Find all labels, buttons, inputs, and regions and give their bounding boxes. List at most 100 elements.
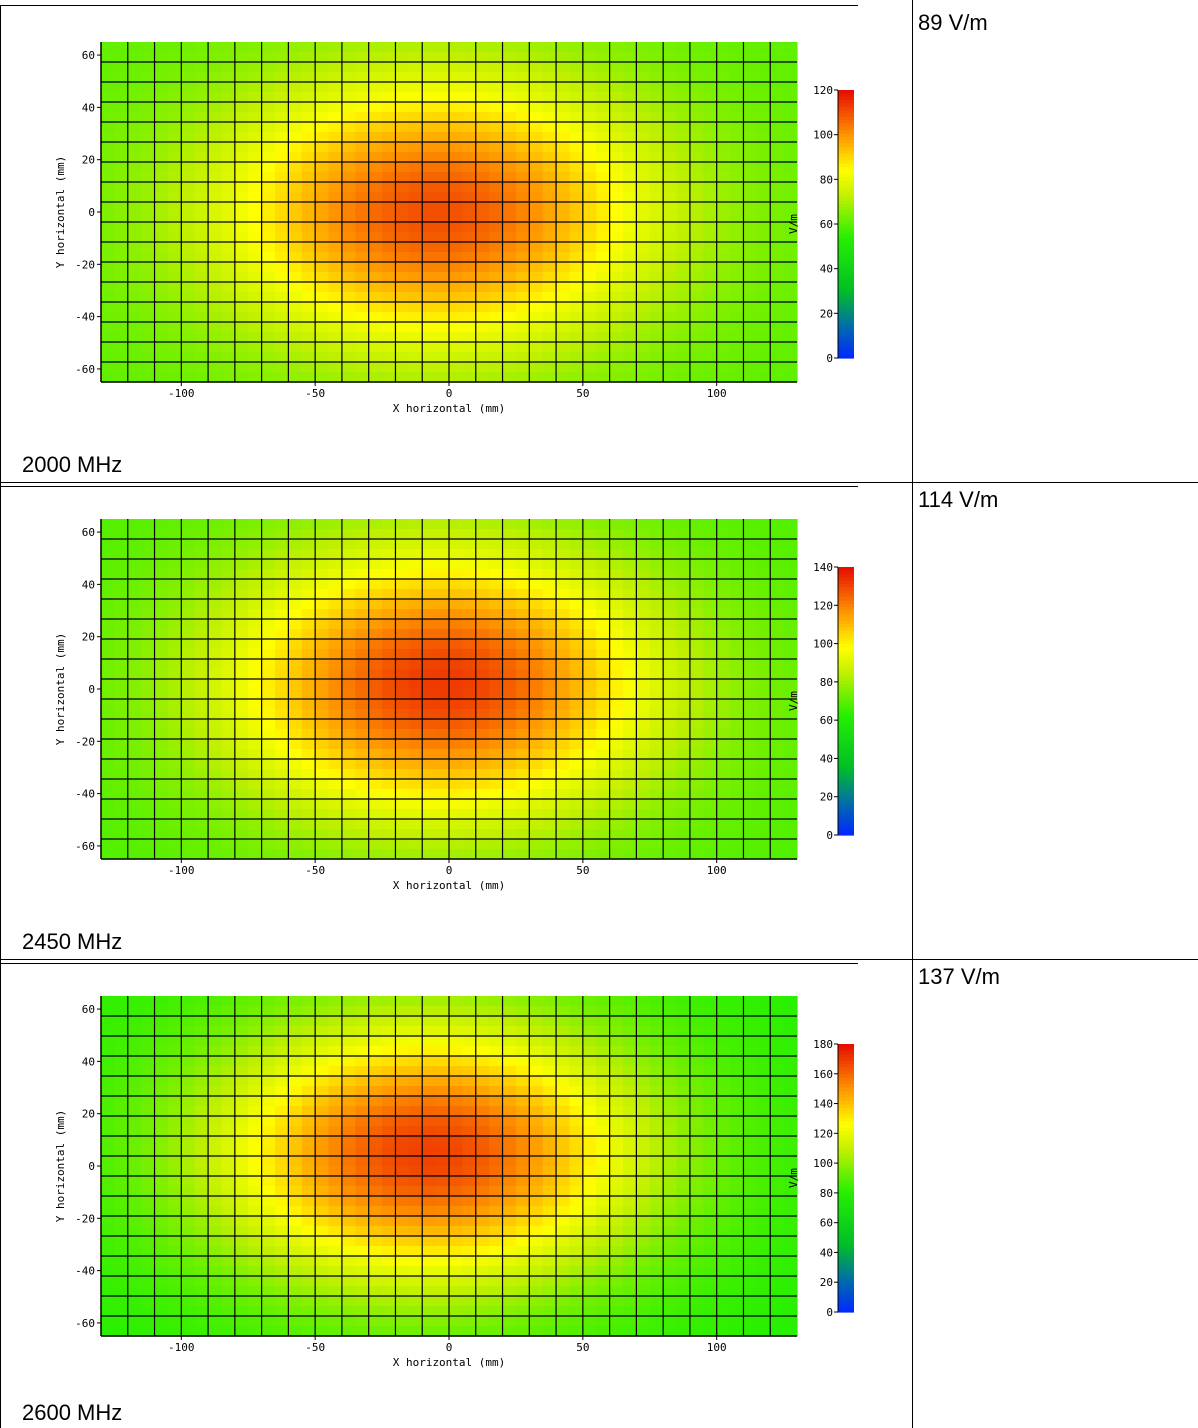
heatmap-cell: [435, 312, 450, 323]
heatmap-cell: [248, 62, 263, 73]
heatmap-cell: [596, 262, 611, 273]
heatmap-cell: [636, 182, 651, 193]
heatmap-cell: [422, 779, 437, 790]
heatmap-cell: [154, 1266, 169, 1277]
heatmap-cell: [529, 142, 544, 153]
heatmap-cell: [716, 92, 731, 103]
heatmap-cell: [234, 639, 249, 650]
heatmap-cell: [730, 749, 745, 760]
heatmap-cell: [141, 1096, 156, 1107]
heatmap-cell: [301, 789, 316, 800]
heatmap-cell: [315, 809, 330, 820]
heatmap-cell: [462, 72, 477, 83]
heatmap-cell: [208, 559, 223, 570]
heatmap-cell: [154, 1246, 169, 1257]
heatmap-cell: [529, 599, 544, 610]
heatmap-cell: [208, 1066, 223, 1077]
heatmap-cell: [167, 1276, 182, 1287]
heatmap-cell: [221, 252, 236, 263]
heatmap-cell: [609, 769, 624, 780]
heatmap-cell: [502, 42, 517, 53]
heatmap-cell: [127, 222, 142, 233]
heatmap-cell: [716, 599, 731, 610]
heatmap-cell: [288, 202, 303, 213]
heatmap-cell: [395, 202, 410, 213]
heatmap-cell: [435, 996, 450, 1007]
heatmap-cell: [422, 52, 437, 63]
heatmap-cell: [756, 649, 771, 660]
heatmap-cell: [649, 372, 664, 383]
heatmap-cell: [475, 679, 490, 690]
colorbar-segment: [838, 143, 854, 148]
heatmap-cell: [515, 1166, 530, 1177]
heatmap-cell: [221, 1156, 236, 1167]
heatmap-cell: [475, 779, 490, 790]
heatmap-cell: [649, 569, 664, 580]
heatmap-cell: [248, 1016, 263, 1027]
heatmap-cell: [382, 272, 397, 283]
heatmap-cell: [355, 122, 370, 133]
heatmap-cell: [569, 769, 584, 780]
heatmap-cell: [422, 729, 437, 740]
heatmap-cell: [114, 1006, 129, 1017]
heatmap-cell: [663, 839, 678, 850]
heatmap-cell: [475, 719, 490, 730]
heatmap-cell: [475, 242, 490, 253]
heatmap-cell: [408, 92, 423, 103]
heatmap-cell: [449, 539, 463, 550]
heatmap-cell: [221, 292, 236, 303]
heatmap-cell: [502, 1306, 517, 1317]
heatmap-cell: [114, 42, 129, 53]
heatmap-cell: [582, 152, 597, 163]
heatmap-cell: [408, 342, 423, 353]
heatmap-cell: [328, 1326, 343, 1337]
heatmap-cell: [181, 1086, 196, 1097]
heatmap-cell: [368, 42, 383, 53]
heatmap-cell: [154, 1006, 169, 1017]
heatmap-cell: [234, 52, 249, 63]
heatmap-cell: [127, 112, 142, 123]
colorbar-segment: [838, 93, 854, 98]
heatmap-cell: [368, 1086, 383, 1097]
heatmap-cell: [141, 569, 156, 580]
heatmap-cell: [167, 1216, 182, 1227]
heatmap-cell: [141, 1046, 156, 1057]
heatmap-cell: [368, 1206, 383, 1217]
heatmap-cell: [127, 629, 142, 640]
heatmap-cell: [114, 819, 129, 830]
heatmap-cell: [489, 809, 504, 820]
heatmap-cell: [730, 529, 745, 540]
heatmap-cell: [341, 1046, 356, 1057]
heatmap-cell: [408, 1276, 423, 1287]
heatmap-cell: [328, 332, 343, 343]
heatmap-cell: [181, 649, 196, 660]
heatmap-cell: [783, 799, 798, 810]
heatmap-cell: [181, 92, 196, 103]
heatmap-cell: [582, 42, 597, 53]
heatmap-cell: [114, 1086, 129, 1097]
heatmap-cell: [569, 62, 584, 73]
heatmap-cell: [636, 152, 651, 163]
heatmap-cell: [221, 1266, 236, 1277]
heatmap-cell: [101, 332, 115, 343]
heatmap-cell: [475, 839, 490, 850]
heatmap-cell: [248, 372, 263, 383]
heatmap-cell: [154, 142, 169, 153]
heatmap-cell: [395, 1236, 410, 1247]
heatmap-cell: [556, 52, 571, 63]
heatmap-cell: [489, 739, 504, 750]
heatmap-cell: [101, 1156, 115, 1167]
heatmap-cell: [770, 62, 785, 73]
heatmap-cell: [208, 322, 223, 333]
heatmap-cell: [435, 1006, 450, 1017]
heatmap-cell: [167, 539, 182, 550]
heatmap-cell: [194, 202, 209, 213]
heatmap-cell: [542, 619, 557, 630]
heatmap-cell: [756, 232, 771, 243]
heatmap-cell: [234, 1156, 249, 1167]
heatmap-cell: [449, 1246, 463, 1257]
colorbar-segment: [838, 737, 854, 742]
heatmap-cell: [422, 1216, 437, 1227]
heatmap-cell: [783, 529, 798, 540]
heatmap-cell: [582, 569, 597, 580]
